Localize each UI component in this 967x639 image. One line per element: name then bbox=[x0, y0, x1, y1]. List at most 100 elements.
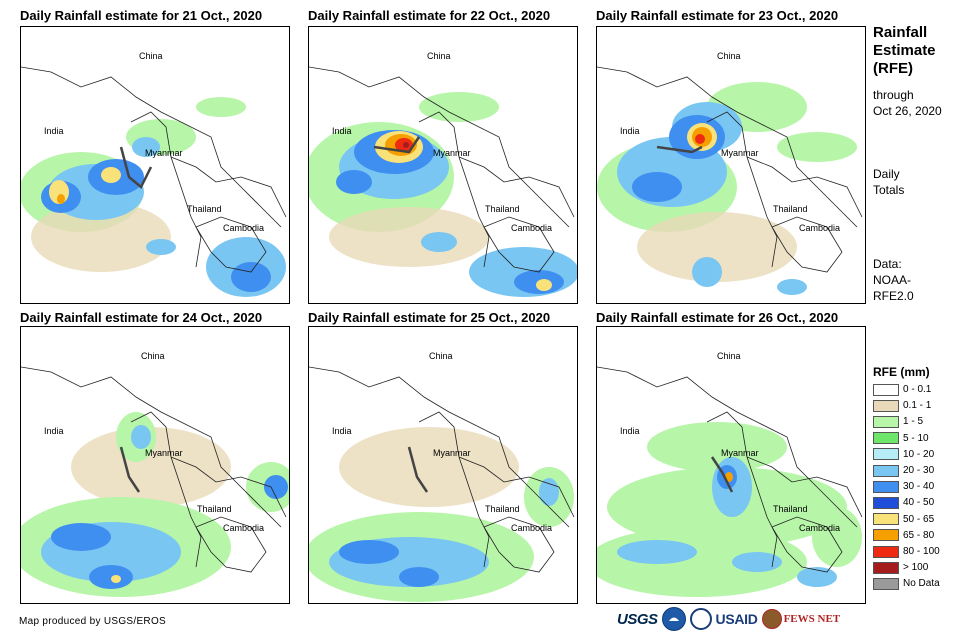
label-china: China bbox=[427, 51, 451, 61]
legend-swatch bbox=[873, 383, 899, 396]
panel-title-21-oct: Daily Rainfall estimate for 21 Oct., 202… bbox=[20, 8, 263, 23]
panel-title-24-oct: Daily Rainfall estimate for 24 Oct., 202… bbox=[20, 310, 263, 325]
rainfall-map-22-oct: China India Myanmar Thailand Cambodia bbox=[308, 26, 578, 304]
legend-swatch bbox=[873, 448, 899, 461]
label-myanmar: Myanmar bbox=[145, 148, 183, 158]
legend-swatch bbox=[873, 415, 899, 428]
rainfall-map-26-oct: China India Myanmar Thailand Cambodia bbox=[596, 326, 866, 604]
label-thailand: Thailand bbox=[773, 504, 808, 514]
map-graphic bbox=[309, 366, 575, 602]
usaid-logo-text: USAID bbox=[715, 611, 758, 627]
rainfall-map-21-oct: China India Myanmar Thailand Cambodia bbox=[20, 26, 290, 304]
label-cambodia: Cambodia bbox=[223, 523, 265, 533]
panel-title-25-oct: Daily Rainfall estimate for 25 Oct., 202… bbox=[308, 310, 551, 325]
rainfall-map-23-oct: China India Myanmar Thailand Cambodia bbox=[596, 26, 866, 304]
legend-label: 1 - 5 bbox=[903, 416, 924, 428]
label-thailand: Thailand bbox=[773, 204, 808, 214]
sidebar-data-line1: Data: bbox=[873, 257, 902, 271]
label-india: India bbox=[620, 426, 640, 436]
legend-swatch bbox=[873, 496, 899, 509]
usaid-logo: USAID bbox=[716, 611, 758, 627]
sidebar-through-label: through bbox=[873, 88, 914, 102]
label-china: China bbox=[429, 351, 453, 361]
legend-item: > 100 bbox=[873, 560, 928, 575]
label-thailand: Thailand bbox=[187, 204, 222, 214]
legend-swatch bbox=[873, 432, 899, 445]
legend-item: 10 - 20 bbox=[873, 447, 934, 462]
legend-item: 1 - 5 bbox=[873, 414, 923, 429]
label-myanmar: Myanmar bbox=[721, 448, 759, 458]
logo-strip: USGS USAID FEWS NET bbox=[617, 606, 840, 632]
label-myanmar: Myanmar bbox=[721, 148, 759, 158]
label-myanmar: Myanmar bbox=[433, 148, 471, 158]
sidebar-through-date: Oct 26, 2020 bbox=[873, 104, 942, 118]
legend-item: 50 - 65 bbox=[873, 512, 934, 527]
sidebar-title-line1: Rainfall bbox=[873, 24, 928, 41]
label-india: India bbox=[620, 126, 640, 136]
legend-swatch bbox=[873, 480, 899, 493]
legend-swatch bbox=[873, 577, 899, 590]
label-china: China bbox=[141, 351, 165, 361]
legend-label: > 100 bbox=[903, 562, 929, 574]
panel-title-23-oct: Daily Rainfall estimate for 23 Oct., 202… bbox=[596, 8, 839, 23]
legend-item: 5 - 10 bbox=[873, 431, 929, 446]
legend-swatch bbox=[873, 513, 899, 526]
usgs-logo-text: USGS bbox=[617, 610, 658, 628]
rainfall-map-24-oct: China India Myanmar Thailand Cambodia bbox=[20, 326, 290, 604]
legend-swatch bbox=[873, 464, 899, 477]
legend-swatch bbox=[873, 561, 899, 574]
legend-title: RFE (mm) bbox=[873, 365, 930, 379]
fews-net-logo-text: FEWS NET bbox=[783, 613, 841, 625]
noaa-seal-icon bbox=[661, 607, 686, 631]
legend-item: 0 - 0.1 bbox=[873, 382, 931, 397]
map-graphic bbox=[597, 366, 863, 597]
legend-item: 30 - 40 bbox=[873, 479, 934, 494]
map-graphic bbox=[21, 366, 289, 597]
panel-title-22-oct: Daily Rainfall estimate for 22 Oct., 202… bbox=[308, 8, 551, 23]
legend-label: 65 - 80 bbox=[903, 529, 935, 541]
legend-label: 50 - 65 bbox=[903, 513, 935, 525]
label-myanmar: Myanmar bbox=[433, 448, 471, 458]
legend-item: 65 - 80 bbox=[873, 528, 934, 543]
legend-label: 80 - 100 bbox=[903, 546, 940, 557]
map-graphic bbox=[21, 66, 287, 297]
legend-swatch bbox=[873, 545, 899, 558]
legend-label: No Data bbox=[903, 578, 940, 590]
label-thailand: Thailand bbox=[485, 504, 520, 514]
map-graphic bbox=[597, 66, 863, 295]
label-thailand: Thailand bbox=[197, 504, 232, 514]
fews-net-logo: FEWS NET bbox=[761, 609, 841, 629]
legend-label: 20 - 30 bbox=[903, 465, 935, 476]
legend-label: 0.1 - 1 bbox=[903, 400, 932, 412]
legend-label: 10 - 20 bbox=[903, 448, 935, 460]
legend-swatch bbox=[873, 399, 899, 412]
sidebar-title-line2: Estimate bbox=[873, 42, 936, 59]
legend-label: 30 - 40 bbox=[903, 481, 935, 493]
label-thailand: Thailand bbox=[485, 204, 520, 214]
label-myanmar: Myanmar bbox=[145, 448, 183, 458]
label-cambodia: Cambodia bbox=[511, 223, 553, 233]
sidebar-through: through Oct 26, 2020 bbox=[873, 87, 942, 119]
map-graphic bbox=[309, 66, 577, 297]
sidebar-totals-line2: Totals bbox=[873, 183, 905, 197]
label-china: China bbox=[139, 51, 163, 61]
sidebar-title: Rainfall Estimate (RFE) bbox=[873, 24, 936, 78]
legend-label: 0 - 0.1 bbox=[903, 384, 932, 395]
sidebar-totals: Daily Totals bbox=[873, 166, 904, 198]
map-credit: Map produced by USGS/EROS bbox=[19, 616, 167, 627]
usaid-seal-icon bbox=[689, 608, 712, 630]
sidebar-title-line3: (RFE) bbox=[873, 60, 913, 77]
label-india: India bbox=[332, 126, 352, 136]
legend-label: 40 - 50 bbox=[903, 497, 935, 509]
label-cambodia: Cambodia bbox=[799, 523, 841, 533]
usgs-logo: USGS bbox=[617, 606, 658, 632]
panel-title-26-oct: Daily Rainfall estimate for 26 Oct., 202… bbox=[596, 310, 839, 325]
label-cambodia: Cambodia bbox=[511, 523, 553, 533]
sidebar-data-line3: RFE2.0 bbox=[873, 289, 914, 303]
legend-item: No Data bbox=[873, 576, 940, 591]
legend-item: 40 - 50 bbox=[873, 495, 934, 510]
label-india: India bbox=[44, 426, 64, 436]
label-china: China bbox=[717, 51, 741, 61]
label-india: India bbox=[44, 126, 64, 136]
label-cambodia: Cambodia bbox=[799, 223, 841, 233]
